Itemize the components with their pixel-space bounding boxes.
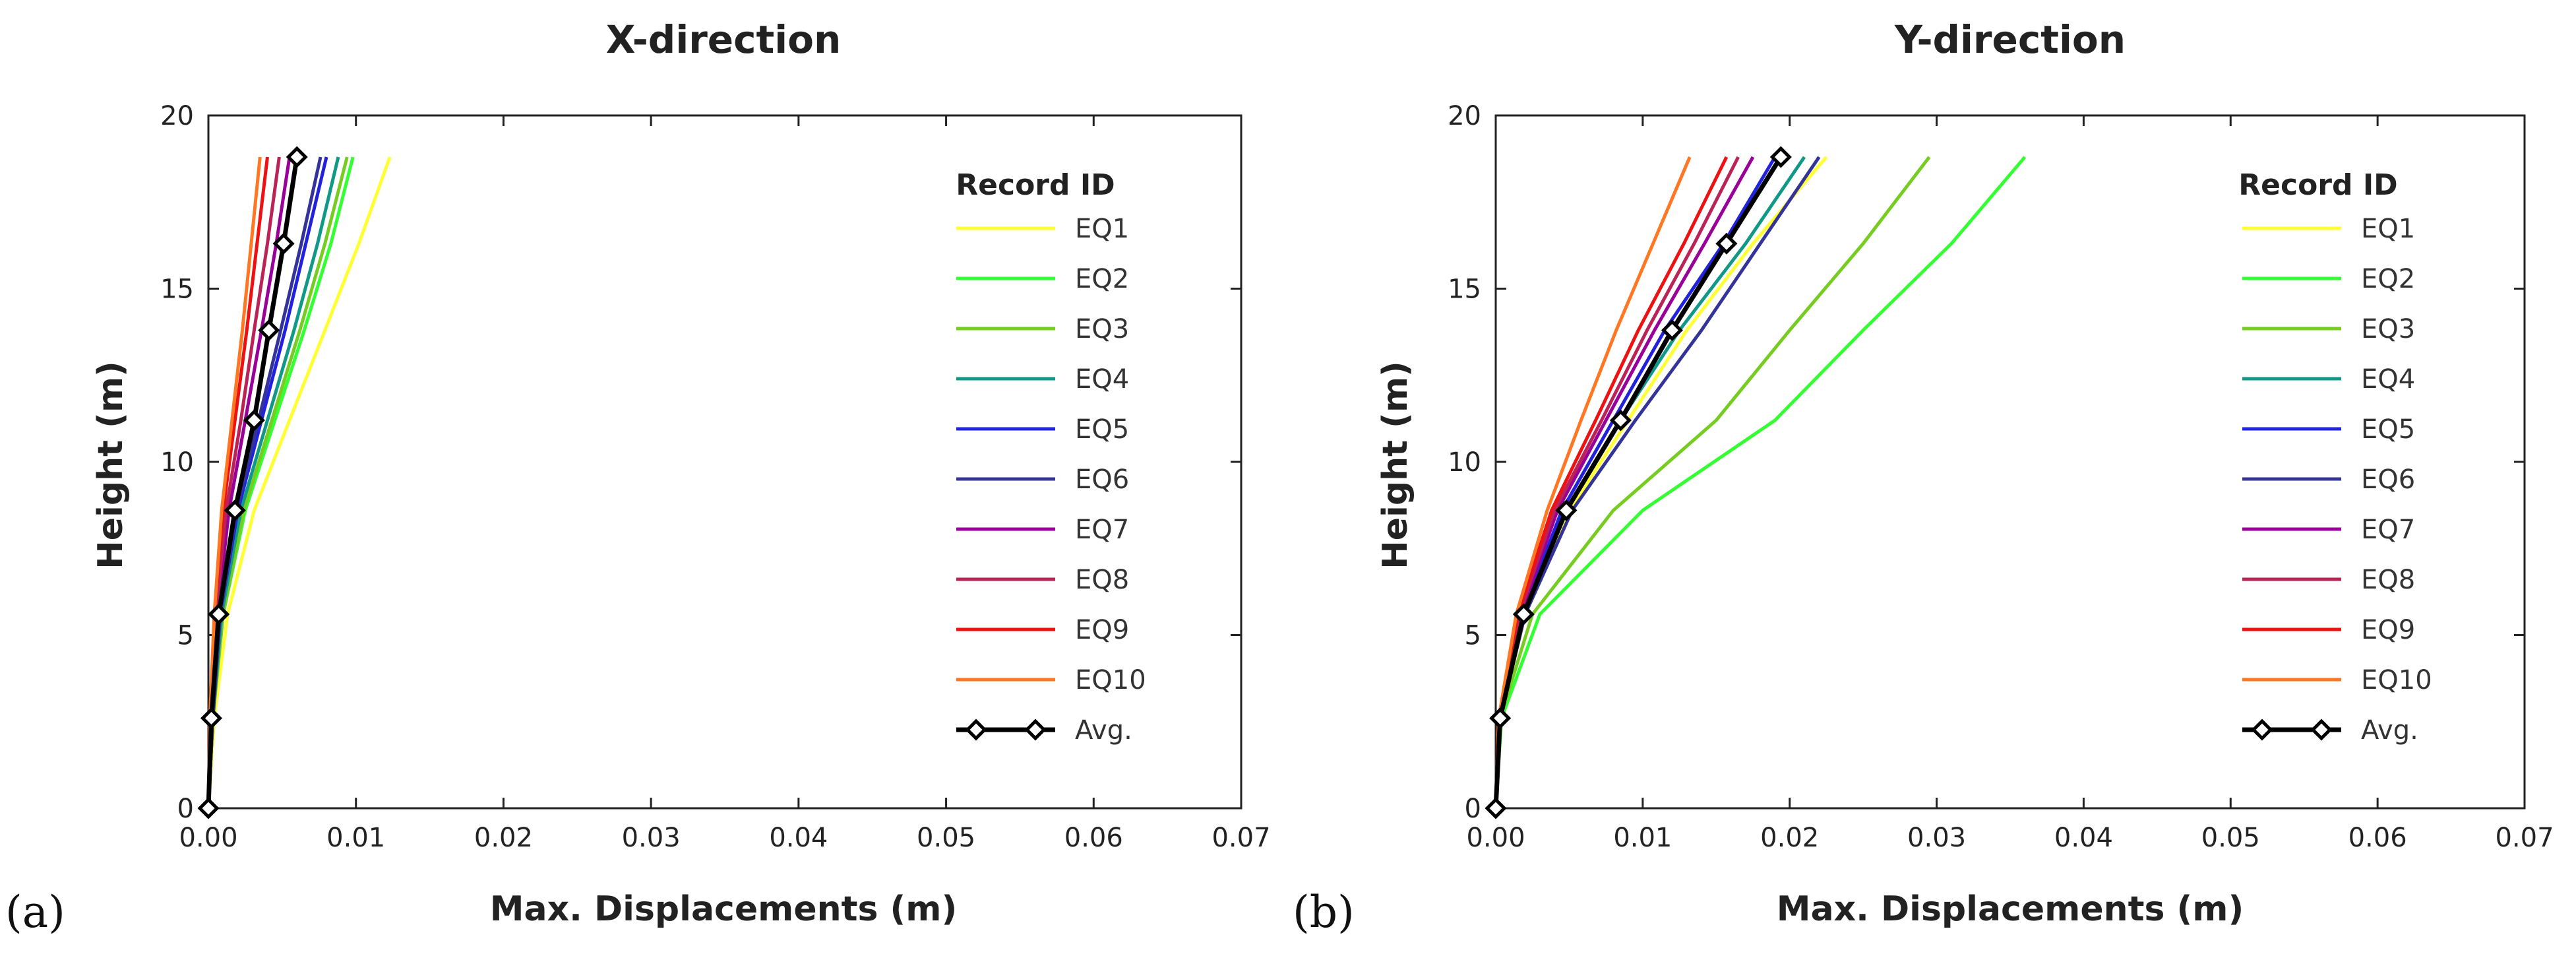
x-tick-label: 0.00 — [179, 823, 237, 853]
series-line-eq1 — [1494, 156, 1828, 809]
legend-label: EQ8 — [2361, 565, 2415, 595]
avg-marker-point — [258, 319, 280, 342]
panel-label-a: (a) — [5, 887, 65, 938]
panel-a: X-direction Height (m) Max. Displacement… — [5, 17, 1271, 938]
legend-label: EQ9 — [1075, 615, 1129, 645]
y-tick-label: 15 — [1448, 274, 1481, 305]
legend-label: EQ1 — [2361, 214, 2415, 244]
avg-marker-point — [200, 707, 223, 730]
y-tick-label: 0 — [177, 794, 194, 824]
series-line-eq3 — [1494, 156, 1931, 809]
legend-label: EQ10 — [1075, 665, 1146, 695]
legend-title-a: Record ID — [956, 168, 1115, 202]
y-tick-label: 20 — [1448, 101, 1481, 131]
x-tick-label: 0.02 — [1760, 823, 1819, 853]
axis-ticks-a: 0.00 0.01 0.02 0.03 0.04 0.05 0.06 0.07 0 5 10 15 20 — [160, 101, 1270, 853]
x-tick-label: 0.06 — [2348, 823, 2407, 853]
legend-label: EQ5 — [1075, 414, 1129, 445]
series-lines-b — [1485, 146, 2027, 819]
avg-marker-point — [272, 232, 295, 255]
chart-title-a: X-direction — [606, 17, 842, 62]
legend-avg-marker — [2310, 719, 2333, 741]
legend-avg-marker — [1024, 719, 1047, 741]
series-line-eq9 — [1494, 156, 1729, 809]
legend-label: EQ7 — [2361, 515, 2415, 545]
x-axis-label-a: Max. Displacements (m) — [490, 889, 958, 929]
y-axis-label-a: Height (m) — [91, 361, 131, 569]
legend-title-b: Record ID — [2238, 168, 2397, 202]
y-axis-label-b: Height (m) — [1376, 361, 1415, 569]
avg-marker-point — [1512, 603, 1535, 625]
y-tick-label: 10 — [160, 447, 194, 478]
avg-marker-point — [1555, 499, 1578, 522]
legend-label: EQ2 — [2361, 264, 2415, 294]
y-tick-label: 20 — [160, 101, 194, 131]
series-line-eq9 — [206, 156, 269, 809]
avg-marker-point — [208, 603, 230, 625]
legend-label: EQ3 — [2361, 314, 2415, 344]
panel-b: Y-direction Height (m) Max. Displacement… — [1293, 17, 2554, 938]
legend-label: EQ7 — [1075, 515, 1129, 545]
legend-label: EQ4 — [2361, 364, 2415, 395]
legend-label: EQ10 — [2361, 665, 2432, 695]
axis-ticks-b: 0.00 0.01 0.02 0.03 0.04 0.05 0.06 0.07 0 5 10 15 20 — [1448, 101, 2554, 853]
avg-marker-point — [224, 499, 246, 522]
avg-marker-point — [1489, 707, 1512, 730]
x-tick-label: 0.06 — [1064, 823, 1123, 853]
x-tick-label: 0.04 — [2054, 823, 2113, 853]
legend-avg-marker — [2251, 719, 2273, 741]
x-tick-label: 0.01 — [1613, 823, 1672, 853]
series-line-eq8 — [1494, 156, 1740, 809]
legend-label: EQ6 — [2361, 464, 2415, 495]
x-tick-label: 0.03 — [622, 823, 681, 853]
avg-marker-point — [1769, 146, 1792, 168]
panel-label-b: (b) — [1293, 887, 1355, 938]
series-line-eq10 — [1494, 156, 1692, 809]
x-tick-label: 0.05 — [917, 823, 975, 853]
avg-marker-point — [243, 409, 265, 432]
legend-a: Record ID EQ1 EQ2 EQ3 EQ4 EQ5 EQ6 EQ7 EQ8 EQ9 EQ1… — [956, 168, 1146, 746]
y-tick-label: 5 — [1465, 621, 1481, 651]
x-tick-label: 0.07 — [1211, 823, 1270, 853]
legend-avg-marker — [965, 719, 987, 741]
series-lines-a — [197, 146, 392, 819]
x-tick-label: 0.04 — [769, 823, 828, 853]
series-line-avg — [1493, 156, 1783, 809]
x-tick-label: 0.00 — [1466, 823, 1525, 853]
legend-label: EQ2 — [1075, 264, 1129, 294]
x-axis-label-b: Max. Displacements (m) — [1777, 889, 2244, 929]
avg-marker-point — [286, 146, 308, 168]
series-line-eq6 — [1494, 156, 1821, 809]
x-tick-label: 0.01 — [326, 823, 385, 853]
legend-b: Record ID EQ1 EQ2 EQ3 EQ4 EQ5 EQ6 EQ7 EQ8 EQ9 EQ1… — [2238, 168, 2432, 746]
series-line-eq2 — [1494, 156, 2027, 809]
avg-marker-point — [197, 797, 220, 819]
legend-label: EQ5 — [2361, 414, 2415, 445]
avg-marker-point — [1609, 409, 1632, 432]
legend-label: EQ1 — [1075, 214, 1129, 244]
x-tick-label: 0.07 — [2495, 823, 2554, 853]
chart-title-b: Y-direction — [1894, 17, 2126, 62]
legend-label: EQ4 — [1075, 364, 1129, 395]
series-line-eq5 — [1494, 156, 1777, 809]
series-line-avg — [206, 156, 299, 809]
legend-label: EQ8 — [1075, 565, 1129, 595]
avg-marker-point — [1485, 797, 1507, 819]
y-tick-label: 5 — [177, 621, 194, 651]
legend-label: EQ6 — [1075, 464, 1129, 495]
y-tick-label: 15 — [160, 274, 194, 305]
avg-marker-point — [1661, 319, 1683, 342]
legend-label: EQ9 — [2361, 615, 2415, 645]
series-line-eq1 — [206, 156, 392, 809]
legend-label: EQ3 — [1075, 314, 1129, 344]
x-tick-label: 0.05 — [2201, 823, 2260, 853]
legend-label: Avg. — [1075, 715, 1132, 746]
avg-marker-point — [1715, 232, 1738, 255]
y-tick-label: 0 — [1465, 794, 1481, 824]
y-tick-label: 10 — [1448, 447, 1481, 478]
x-tick-label: 0.02 — [474, 823, 533, 853]
legend-label: Avg. — [2361, 715, 2418, 746]
x-tick-label: 0.03 — [1907, 823, 1966, 853]
